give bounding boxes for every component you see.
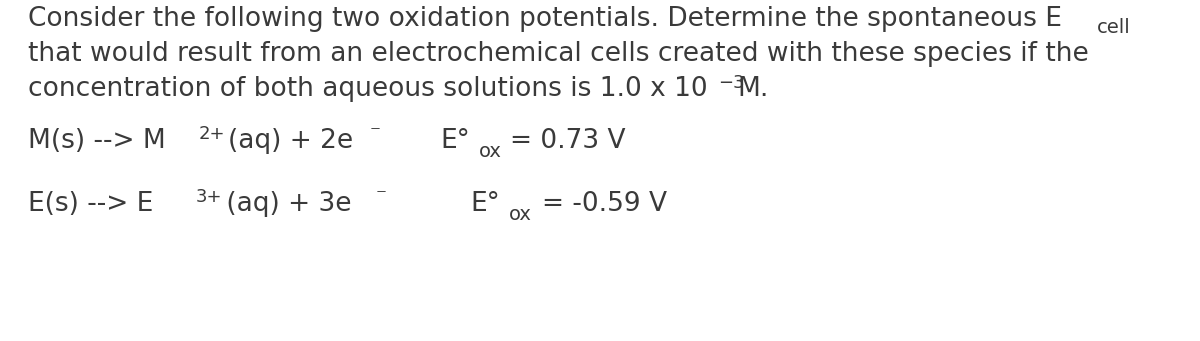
Text: M.: M. bbox=[737, 76, 768, 102]
Text: concentration of both aqueous solutions is 1.0 x 10: concentration of both aqueous solutions … bbox=[28, 76, 708, 102]
Text: ⁻: ⁻ bbox=[376, 186, 386, 206]
Text: (aq) + 2e: (aq) + 2e bbox=[228, 128, 353, 154]
Text: ox: ox bbox=[479, 142, 502, 161]
Text: that would result from an electrochemical cells created with these species if th: that would result from an electrochemica… bbox=[28, 41, 1088, 67]
Text: 3+: 3+ bbox=[196, 188, 222, 206]
Text: = -0.59 V: = -0.59 V bbox=[542, 191, 667, 217]
Text: ox: ox bbox=[509, 205, 532, 224]
Text: = 0.73 V: = 0.73 V bbox=[510, 128, 625, 154]
Text: ⁻: ⁻ bbox=[370, 123, 382, 143]
Text: Consider the following two oxidation potentials. Determine the spontaneous E: Consider the following two oxidation pot… bbox=[28, 6, 1062, 32]
Text: M(s) --> M: M(s) --> M bbox=[28, 128, 166, 154]
Text: cell: cell bbox=[1097, 18, 1130, 37]
Text: 2+: 2+ bbox=[199, 125, 226, 143]
Text: −3: −3 bbox=[718, 74, 745, 92]
Text: E°: E° bbox=[470, 191, 499, 217]
Text: (aq) + 3e: (aq) + 3e bbox=[218, 191, 352, 217]
Text: E°: E° bbox=[440, 128, 469, 154]
Text: E(s) --> E: E(s) --> E bbox=[28, 191, 154, 217]
